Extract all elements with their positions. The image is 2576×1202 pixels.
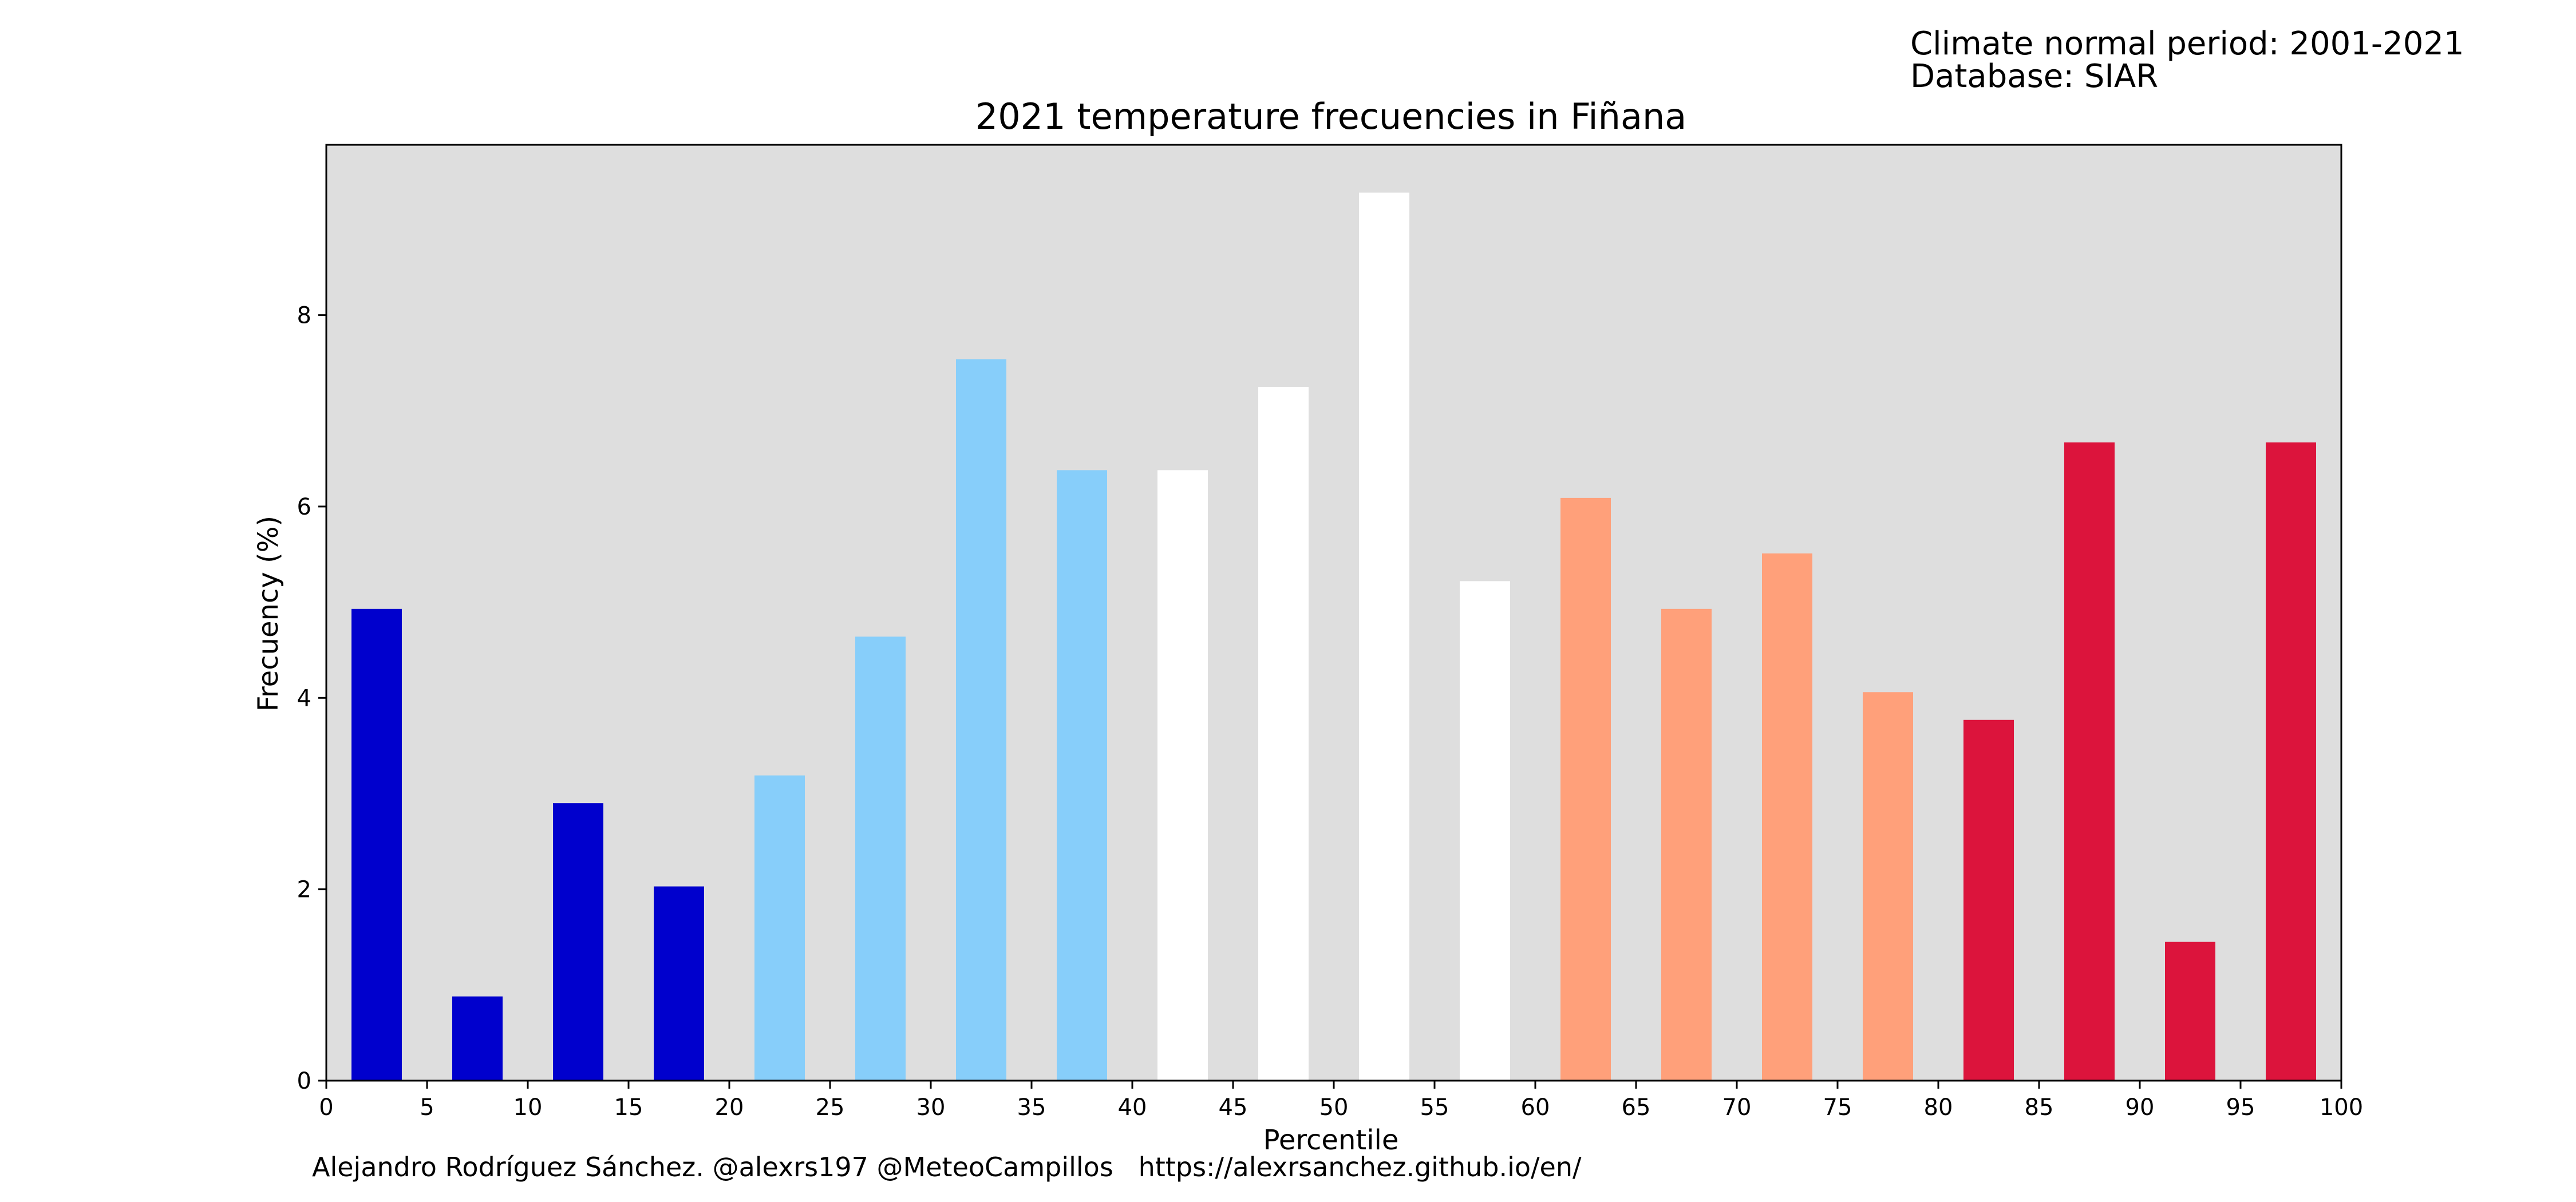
x-tick-label: 70 (1722, 1094, 1752, 1121)
bar-7 (956, 359, 1006, 1081)
x-axis-label: Percentile (1263, 1124, 1399, 1156)
bar-13 (1560, 497, 1611, 1081)
bar-18 (2064, 442, 2115, 1081)
bar-3 (553, 803, 603, 1081)
y-axis-ticks: 0 2 4 6 8 (297, 303, 326, 1094)
y-tick-label: 6 (297, 494, 311, 520)
climate-normal-text: Climate normal period: 2001-2021 (1910, 25, 2464, 62)
x-tick-label: 5 (420, 1094, 434, 1121)
chart-title: 2021 temperature frecuencies in Fiñana (975, 96, 1686, 137)
y-tick-label: 0 (297, 1068, 311, 1094)
x-tick-label: 30 (916, 1094, 946, 1121)
x-tick-label: 50 (1319, 1094, 1349, 1121)
x-tick-label: 40 (1118, 1094, 1147, 1121)
bar-5 (754, 775, 805, 1081)
y-tick-label: 2 (297, 877, 311, 903)
x-tick-label: 90 (2125, 1094, 2155, 1121)
bar-20 (2266, 442, 2316, 1081)
bar-11 (1359, 192, 1409, 1081)
bar-12 (1460, 581, 1510, 1081)
x-tick-label: 85 (2025, 1094, 2054, 1121)
credit-text: Alejandro Rodríguez Sánchez. @alexrs197 … (312, 1152, 1582, 1183)
bar-9 (1157, 470, 1208, 1081)
x-tick-label: 95 (2226, 1094, 2255, 1121)
bar-16 (1863, 692, 1913, 1081)
x-tick-label: 60 (1521, 1094, 1550, 1121)
x-tick-label: 15 (614, 1094, 643, 1121)
plot-area (326, 145, 2341, 1081)
x-tick-label: 10 (513, 1094, 543, 1121)
database-text: Database: SIAR (1910, 58, 2158, 95)
x-tick-label: 80 (1924, 1094, 1953, 1121)
x-tick-label: 75 (1823, 1094, 1852, 1121)
x-tick-label: 45 (1219, 1094, 1248, 1121)
bar-8 (1057, 470, 1107, 1081)
x-tick-label: 65 (1622, 1094, 1651, 1121)
bar-1 (351, 608, 402, 1081)
y-axis-label: Frecuency (%) (252, 516, 285, 711)
x-tick-label: 20 (715, 1094, 744, 1121)
x-tick-label: 55 (1420, 1094, 1449, 1121)
bar-6 (855, 636, 906, 1081)
bars-group (351, 192, 2316, 1081)
x-tick-label: 25 (816, 1094, 845, 1121)
bar-4 (654, 886, 704, 1081)
y-tick-label: 4 (297, 685, 311, 711)
bar-10 (1258, 386, 1309, 1081)
bar-14 (1661, 608, 1712, 1081)
bar-17 (1963, 719, 2014, 1081)
y-tick-label: 8 (297, 303, 311, 329)
bar-15 (1762, 553, 1812, 1081)
x-tick-label: 100 (2320, 1094, 2363, 1121)
x-tick-label: 35 (1017, 1094, 1046, 1121)
bar-19 (2165, 942, 2215, 1081)
bar-2 (452, 996, 503, 1081)
x-tick-label: 0 (319, 1094, 333, 1121)
x-axis-ticks: 0 5 10 15 20 25 30 35 40 45 50 55 60 65 70 75 80 85 90 95 10… (319, 1081, 2363, 1121)
